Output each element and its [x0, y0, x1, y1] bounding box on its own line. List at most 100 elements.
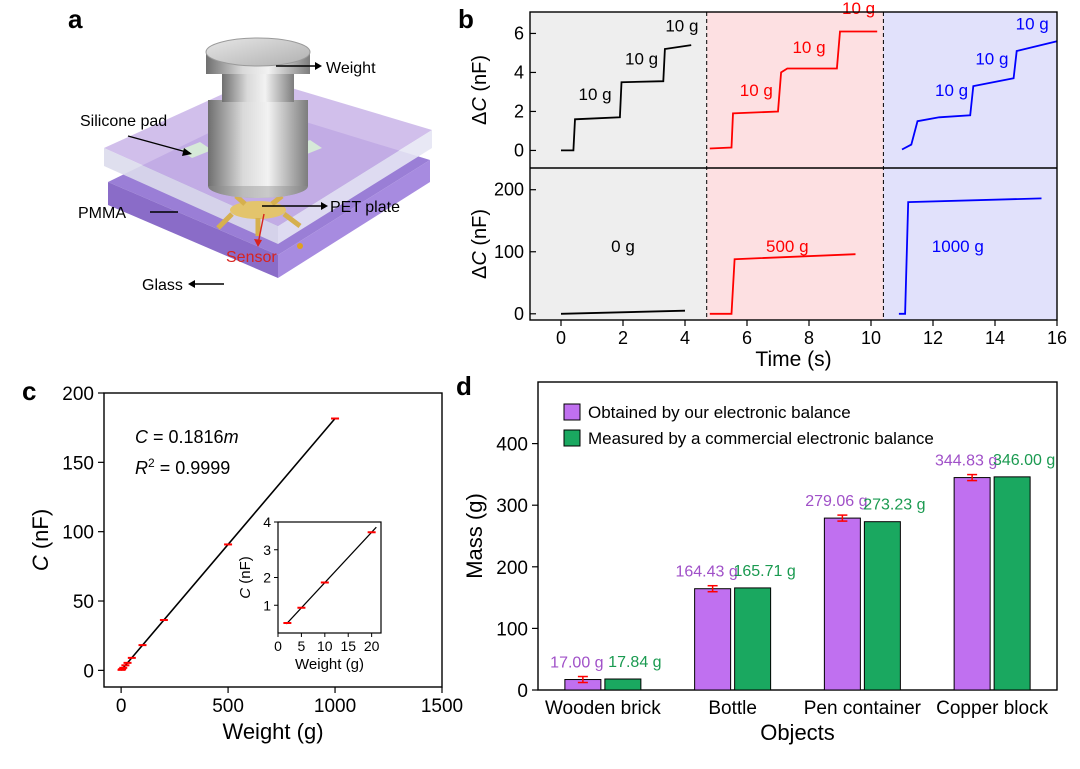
region-bg-2 [883, 12, 1057, 320]
c-inset-y-axis-label: C (nF) [237, 556, 254, 599]
pmma-side [278, 130, 432, 244]
b-top-series-line-1 [709, 30, 878, 150]
c-r-squared: R2 = 0.9999 [135, 456, 230, 478]
c-inset-xtick-label-1: 5 [298, 638, 306, 654]
glass-front [108, 182, 278, 278]
c-y-axis-label: C (nF) [28, 509, 53, 571]
b-top-ytick-label-0: 0 [514, 140, 524, 160]
c-inset-ytick-label-0: 1 [263, 597, 271, 613]
b-xtick-label-1: 2 [618, 328, 628, 348]
panel-label-d: d [456, 371, 472, 401]
b-xtick-label-0: 0 [556, 328, 566, 348]
b-top-ytick-label-1: 2 [514, 101, 524, 121]
b-bottom-ytick-label-0: 0 [514, 304, 524, 324]
weight-cap-top [205, 37, 311, 67]
c-xtick-label-3: 1500 [421, 696, 463, 717]
b-bottom-series-line-2 [898, 197, 1042, 315]
d-bar-0-1 [694, 588, 732, 691]
d-bar-1-2 [863, 521, 901, 691]
region-bg-1 [706, 12, 884, 320]
b-top-annotation-0-2: 10 g [665, 17, 698, 36]
weight-body [208, 100, 308, 186]
d-value-label-1-0: 17.84 g [608, 654, 661, 671]
b-bottom-annotation-1-0: 500 g [766, 237, 809, 256]
c-xtick-label-2: 1000 [314, 696, 356, 717]
d-bar-1-0 [604, 678, 642, 691]
d-category-label-2: Pen container [804, 698, 922, 719]
c-ytick-label-0: 0 [83, 661, 94, 682]
chart-panel-b: 10 g 10 g 10 g 10 g 10 g 10 g 10 g 10 g 10 g 0 2 4 6… [469, 0, 1067, 371]
d-value-label-0-0: 17.00 g [550, 655, 603, 672]
c-inset-ytick-label-3: 4 [263, 514, 271, 530]
silicone-pad-arrow [127, 135, 191, 154]
c-inset-xtick-label-3: 15 [340, 638, 356, 654]
d-value-label-1-2: 273.23 g [863, 497, 925, 514]
c-ytick-label-1: 50 [73, 592, 94, 613]
d-ytick-label-4: 400 [496, 435, 528, 456]
pet-plate [230, 201, 286, 219]
c-ytick-label-3: 150 [62, 453, 94, 474]
b-top-annotation-2-1: 10 g [975, 50, 1008, 69]
region-bg-0 [530, 12, 707, 320]
b-xtick-label-3: 6 [742, 328, 752, 348]
b-top-ytick-label-2: 4 [514, 62, 524, 82]
b-xtick-label-4: 8 [804, 328, 814, 348]
diagram-panel-a: Weight Silicone pad PMMA PET plate Senso… [78, 37, 432, 294]
pet-plate-label: PET plate [330, 199, 400, 216]
sensor-arrow [257, 213, 265, 245]
d-ytick-label-3: 300 [496, 496, 528, 517]
d-value-label-1-1: 165.71 g [733, 563, 795, 580]
c-inset-ytick-label-2: 3 [263, 542, 271, 558]
c-fit-equation: C = 0.1816m [135, 427, 239, 447]
b-bottom-annotation-2-0: 1000 g [932, 237, 984, 256]
panel-label-a: a [68, 4, 83, 34]
silicone-pad-label: Silicone pad [80, 113, 167, 130]
b-xtick-label-2: 4 [680, 328, 690, 348]
b-top-annotation-1-0: 10 g [740, 81, 773, 100]
panel-label-c: c [22, 376, 36, 406]
d-legend-swatch-1 [563, 429, 581, 447]
b-top-annotation-1-1: 10 g [792, 38, 825, 57]
b-top-y-axis-label: ΔC (nF) [469, 55, 491, 125]
b-top-annotation-0-0: 10 g [579, 85, 612, 104]
b-x-axis-label: Time (s) [755, 348, 831, 371]
electrode-traces [216, 194, 302, 236]
d-bar-1-3 [993, 476, 1031, 691]
b-xtick-label-8: 16 [1047, 328, 1067, 348]
d-value-label-1-3: 346.00 g [993, 452, 1055, 469]
c-frame [103, 392, 443, 688]
b-bottom-ytick-label-1: 100 [494, 242, 524, 262]
c-x-axis-label: Weight (g) [222, 719, 323, 744]
d-x-axis-label: Objects [760, 720, 835, 745]
b-top-ytick-label-3: 6 [514, 23, 524, 43]
glass-side [278, 160, 430, 278]
d-category-label-1: Bottle [708, 698, 757, 719]
chart-panel-d: 17.00 g 17.84 g Wooden brick 164.43 g165.71… [462, 381, 1058, 745]
b-bottom-series-line-1 [709, 253, 856, 315]
c-ytick-label-2: 100 [62, 523, 94, 544]
d-category-label-3: Copper block [936, 698, 1048, 719]
c-inset-xtick-label-0: 0 [274, 638, 282, 654]
d-value-label-0-2: 279.06 g [805, 493, 867, 510]
c-xtick-label-1: 500 [212, 696, 244, 717]
c-xtick-label-0: 0 [116, 696, 127, 717]
sensor-label: Sensor [226, 249, 277, 266]
b-top-series-line-0 [561, 44, 692, 152]
pmma-front [104, 148, 278, 244]
d-bar-1-1 [734, 587, 772, 691]
d-value-label-0-3: 344.83 g [935, 453, 997, 470]
b-top-annotation-2-2: 10 g [1016, 15, 1049, 34]
weight-label: Weight [326, 60, 376, 77]
b-top-annotation-1-2: 10 g [842, 0, 875, 18]
d-y-axis-label: Mass (g) [462, 493, 487, 579]
c-inset-ytick-label-1: 2 [263, 570, 271, 586]
d-legend-label-0: Obtained by our electronic balance [588, 403, 851, 422]
sensor-pad [297, 243, 303, 249]
d-frame [537, 381, 1058, 691]
d-category-label-0: Wooden brick [545, 698, 661, 719]
d-ytick-label-0: 0 [517, 681, 528, 702]
b-xtick-label-6: 12 [923, 328, 943, 348]
b-bottom-series-line-0 [560, 309, 686, 315]
b-bottom-ytick-label-2: 200 [494, 180, 524, 200]
